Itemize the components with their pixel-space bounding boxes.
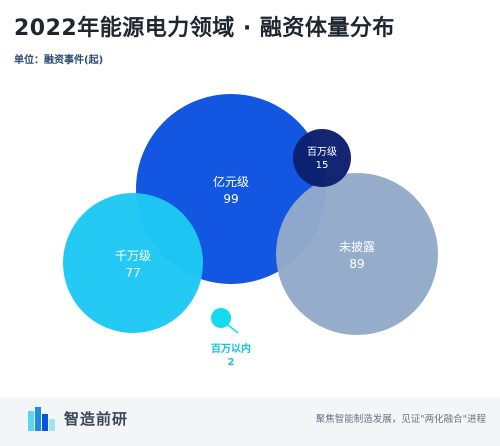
- brand-logo-icon: [28, 407, 55, 431]
- bubble-2: [293, 129, 351, 187]
- unit-label: 单位：融资事件(起): [14, 55, 104, 66]
- leader-line: [227, 324, 239, 334]
- bubble-3: [276, 173, 438, 335]
- brand: 智造前研: [28, 405, 128, 431]
- bubble-label-1: 亿元级: [213, 174, 249, 189]
- bubble-value-2: 15: [316, 160, 329, 171]
- bubble-5: [211, 308, 231, 328]
- bubble-label-4: 千万级: [115, 249, 151, 263]
- bubble-label-5: 百万以内: [211, 342, 251, 355]
- bubble-label-3: 未披露: [339, 240, 375, 254]
- bubble-4: [63, 193, 203, 333]
- bubble-value-1: 99: [223, 192, 238, 206]
- footer-slogan: 聚焦智能制造发展，见证"两化融合"进程: [315, 414, 486, 425]
- brand-name: 智造前研: [64, 409, 129, 428]
- chart-title: 2022年能源电力领域 · 融资体量分布: [14, 16, 395, 41]
- bubble-value-4: 77: [125, 266, 140, 280]
- bubble-value-3: 89: [349, 257, 364, 271]
- bubble-value-5: 2: [228, 357, 235, 368]
- footer-bar: [0, 397, 500, 446]
- bubble-label-2: 百万级: [307, 146, 337, 158]
